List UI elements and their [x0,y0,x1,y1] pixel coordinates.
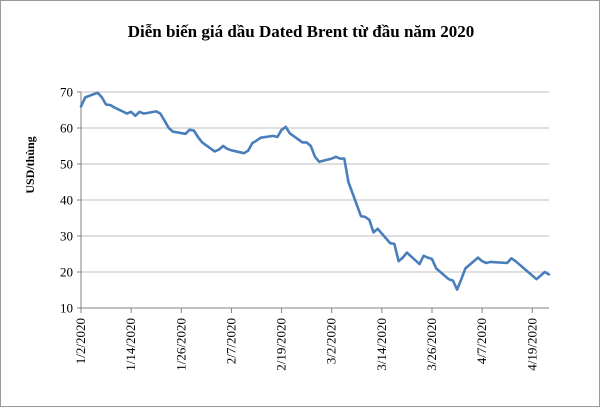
x-tick-label: 3/26/2020 [424,318,439,371]
x-tick-label: 1/14/2020 [123,318,138,371]
x-tick-label: 2/7/2020 [223,318,238,364]
y-tick-label: 10 [60,301,73,316]
x-tick-label: 3/2/2020 [324,318,339,364]
x-tick-label: 3/14/2020 [374,318,389,371]
y-tick-label: 30 [60,229,73,244]
y-tick-label: 50 [60,157,73,172]
x-tick-label: 1/26/2020 [173,318,188,371]
x-tick-label: 1/2/2020 [73,318,88,364]
y-tick-label: 40 [60,193,73,208]
series-layer [79,91,551,291]
axes [77,91,549,313]
x-tick-label: 4/7/2020 [474,318,489,364]
y-tick-label: 20 [60,265,73,280]
gridlines [81,91,549,273]
y-tick-label: 70 [60,85,73,100]
x-tick-label: 4/19/2020 [524,318,539,371]
y-axis-label: USD/thùng [23,136,37,193]
chart-title: Diễn biến giá dầu Dated Brent từ đầu năm… [128,22,475,41]
x-tick-label: 2/19/2020 [274,318,289,371]
y-tick-labels: 10 20 30 40 50 60 70 [60,85,73,316]
y-tick-label: 60 [60,121,73,136]
x-tick-labels: 1/2/2020 1/14/2020 1/26/2020 2/7/2020 2/19/2… [73,318,539,371]
series-line-1 [79,91,551,291]
